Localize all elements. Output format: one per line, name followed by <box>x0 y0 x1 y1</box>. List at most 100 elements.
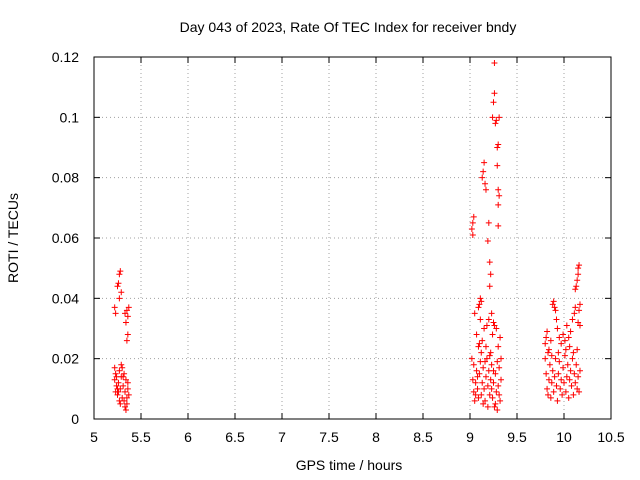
data-point <box>576 301 583 308</box>
data-point <box>550 298 557 305</box>
data-point <box>477 295 484 302</box>
y-tick-label: 0.12 <box>52 49 79 65</box>
data-point <box>566 376 573 383</box>
data-point <box>115 379 122 386</box>
y-tick-labels: 0 0.02 0.04 0.06 0.08 0.1 0.12 <box>52 49 79 427</box>
data-point <box>544 385 551 392</box>
data-point <box>489 331 496 338</box>
x-tick-label: 6.5 <box>225 429 245 445</box>
data-point <box>498 355 505 362</box>
data-point <box>562 388 569 395</box>
data-point <box>470 361 477 368</box>
data-point <box>547 394 554 401</box>
data-point <box>575 319 582 326</box>
data-point <box>556 358 563 365</box>
data-point <box>122 310 129 317</box>
data-point <box>543 370 550 377</box>
data-point <box>491 90 498 97</box>
data-point <box>486 391 493 398</box>
data-point <box>488 385 495 392</box>
data-point <box>570 391 577 398</box>
x-axis-label: GPS time / hours <box>296 457 403 473</box>
data-point <box>122 406 129 413</box>
plot-frame <box>93 56 612 420</box>
data-point <box>552 355 559 362</box>
data-point <box>122 403 129 410</box>
data-point <box>116 397 123 404</box>
data-point <box>551 304 558 311</box>
data-point <box>483 322 490 329</box>
data-point <box>498 376 505 383</box>
data-point <box>123 307 130 314</box>
data-point <box>122 388 129 395</box>
x-tick-label: 9 <box>466 429 474 445</box>
y-tick-label: 0.1 <box>60 109 80 125</box>
data-point <box>496 364 503 371</box>
data-point <box>555 349 562 356</box>
data-point <box>575 373 582 380</box>
data-point <box>486 283 493 290</box>
data-point <box>484 403 491 410</box>
data-point <box>573 283 580 290</box>
data-point <box>481 325 488 332</box>
data-point <box>474 385 481 392</box>
data-point <box>572 304 579 311</box>
data-point <box>495 222 502 229</box>
data-point <box>556 334 563 341</box>
data-point <box>566 343 573 350</box>
data-point <box>542 340 549 347</box>
x-tick-label: 8 <box>372 429 380 445</box>
data-point <box>482 343 489 350</box>
data-point <box>491 60 498 67</box>
data-point <box>475 343 482 350</box>
data-point <box>479 379 486 386</box>
data-point <box>545 346 552 353</box>
data-point <box>116 367 123 374</box>
y-tick-label: 0.08 <box>52 170 79 186</box>
data-point <box>547 337 554 344</box>
data-point <box>497 334 504 341</box>
data-point <box>118 289 125 296</box>
data-point <box>546 361 553 368</box>
data-point <box>481 385 488 392</box>
y-axis-label: ROTI / TECUs <box>5 193 21 283</box>
data-point <box>549 301 556 308</box>
data-point <box>475 304 482 311</box>
data-point <box>551 373 558 380</box>
data-point <box>478 391 485 398</box>
data-point <box>468 355 475 362</box>
data-point <box>117 268 124 275</box>
data-point <box>117 400 124 407</box>
data-point <box>487 349 494 356</box>
data-point <box>469 219 476 226</box>
data-point <box>494 406 501 413</box>
data-point <box>472 391 479 398</box>
data-point <box>573 361 580 368</box>
data-point <box>559 391 566 398</box>
data-point <box>490 99 497 106</box>
data-point <box>495 141 502 148</box>
data-point <box>482 397 489 404</box>
data-point <box>473 367 480 374</box>
data-point <box>574 277 581 284</box>
data-point <box>482 180 489 187</box>
x-tick-label: 8.5 <box>413 429 433 445</box>
data-point <box>486 259 493 266</box>
x-tick-label: 6 <box>184 429 192 445</box>
data-point <box>480 168 487 175</box>
data-point <box>548 352 555 359</box>
y-tick-label: 0.06 <box>52 230 79 246</box>
data-point <box>567 328 574 335</box>
data-point <box>113 382 120 389</box>
data-point <box>561 379 567 386</box>
data-point <box>116 295 123 302</box>
data-point <box>575 265 582 272</box>
data-point <box>496 391 503 398</box>
data-point <box>493 117 500 124</box>
x-tick-label: 9.5 <box>507 429 527 445</box>
data-point <box>470 213 477 220</box>
data-point <box>114 391 121 398</box>
data-point <box>492 120 499 127</box>
data-point <box>562 346 569 353</box>
data-point <box>576 367 583 374</box>
